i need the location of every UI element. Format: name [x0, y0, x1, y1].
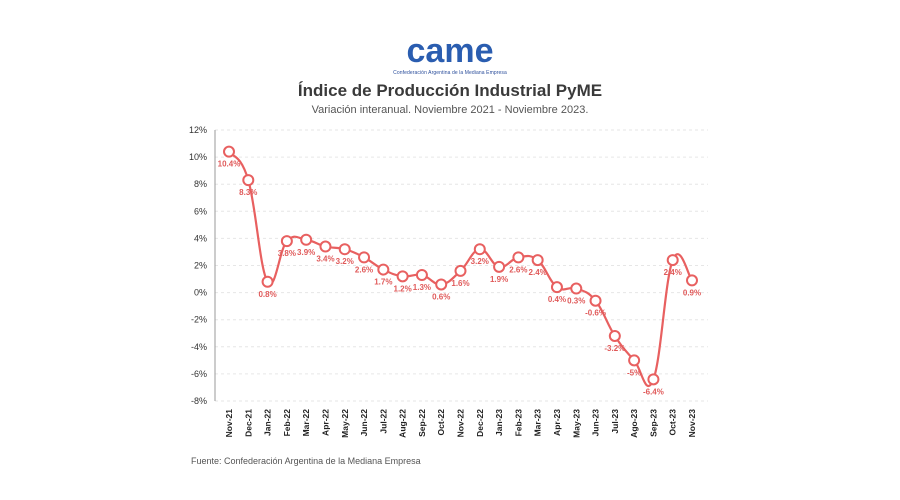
data-point [550, 281, 563, 294]
x-tick-label: Jun-22 [359, 409, 369, 437]
data-label: 0.4% [548, 295, 566, 304]
y-tick-label: -2% [191, 315, 207, 325]
y-axis: -8% -6% -4% -2% 0% 2% 4% 6% 8% 10% 12% [189, 125, 216, 406]
x-tick-label: Oct-22 [436, 409, 446, 436]
y-tick-label: 4% [194, 233, 207, 243]
x-tick-label: Jun-23 [591, 409, 601, 437]
x-tick-label: Dec-22 [475, 409, 485, 437]
data-point [261, 275, 274, 288]
x-tick-label: Feb-23 [513, 409, 523, 437]
data-point [589, 294, 602, 307]
x-tick-label: Nov-22 [456, 409, 466, 438]
x-tick-label: Jan-22 [263, 409, 273, 436]
x-tick-label: Ago-23 [629, 409, 639, 438]
data-point [358, 251, 371, 264]
y-tick-label: 6% [194, 206, 207, 216]
data-point [531, 254, 544, 267]
data-point [377, 263, 390, 276]
data-point [300, 233, 313, 246]
data-point [242, 174, 255, 187]
y-tick-label: 12% [189, 125, 207, 135]
data-point [435, 278, 448, 291]
data-label: 2.6% [509, 265, 527, 274]
x-tick-label: Nov-21 [224, 409, 234, 438]
data-label: 1.6% [451, 279, 469, 288]
data-label: -5% [627, 368, 641, 377]
x-axis: Nov-21 Dec-21 Jan-22 Feb-22 Mar-22 Apr-22 May-… [224, 409, 697, 438]
data-label: 0.9% [683, 288, 701, 297]
x-tick-label: Sep-22 [417, 409, 427, 437]
data-label: 3.9% [297, 248, 315, 257]
data-point [319, 240, 332, 253]
data-label: 0.6% [432, 292, 450, 301]
y-tick-label: -8% [191, 396, 207, 406]
data-label: 0.8% [258, 290, 276, 299]
y-tick-label: 8% [194, 179, 207, 189]
data-label: 3.4% [316, 255, 334, 264]
data-label: 3.2% [471, 257, 489, 266]
data-label: 10.4% [218, 160, 241, 169]
logo-wordmark: came [407, 32, 494, 70]
data-labels: 10.4%8.3%0.8%3.8% 3.9%3.4% 3.2%2.6%1.7%1.2… [218, 160, 701, 397]
y-tick-label: -6% [191, 369, 207, 379]
data-point [628, 354, 641, 367]
came-logo: came [407, 32, 494, 70]
data-point [473, 243, 486, 256]
source-note: Fuente: Confederación Argentina de la Me… [191, 456, 421, 466]
data-label: 8.3% [239, 188, 257, 197]
data-label: 0.3% [567, 297, 585, 306]
data-point [396, 270, 409, 283]
data-label: -0.6% [585, 309, 606, 318]
y-tick-label: -4% [191, 342, 207, 352]
x-tick-label: Aug-22 [398, 409, 408, 438]
x-tick-label: Mar-23 [533, 409, 543, 437]
data-label: 3.2% [336, 257, 354, 266]
data-point [512, 251, 525, 264]
x-tick-label: Jan-23 [494, 409, 504, 436]
data-point [686, 274, 698, 287]
data-point [454, 264, 467, 277]
y-tick-label: 2% [194, 261, 207, 271]
data-point [647, 373, 660, 386]
chart-title: Índice de Producción Industrial PyME [297, 81, 603, 100]
x-tick-label: May-23 [571, 409, 581, 438]
data-point [280, 235, 293, 248]
x-tick-label: Feb-22 [282, 409, 292, 437]
chart-subtitle: Variación interanual. Noviembre 2021 - N… [311, 104, 589, 116]
data-label: 1.3% [413, 283, 431, 292]
data-label: -6.4% [643, 387, 664, 396]
x-tick-label: Jul-23 [610, 409, 620, 434]
x-tick-label: Nov-23 [687, 409, 697, 438]
y-tick-label: 0% [194, 288, 207, 298]
data-label: 2.6% [355, 265, 373, 274]
y-tick-label: 10% [189, 152, 207, 162]
data-label: 3.8% [278, 249, 296, 258]
data-label: -3.2% [604, 344, 625, 353]
x-tick-label: May-22 [340, 409, 350, 438]
data-point [608, 329, 621, 342]
data-point [570, 282, 583, 295]
x-tick-label: Oct-23 [668, 409, 678, 436]
data-label: 1.2% [394, 284, 412, 293]
x-tick-label: Jul-22 [378, 409, 388, 434]
data-label: 1.9% [490, 275, 508, 284]
data-points [223, 145, 698, 386]
logo-caption: Confederación Argentina de la Mediana Em… [393, 70, 507, 76]
data-point [223, 145, 235, 158]
data-label: 2.4% [664, 268, 682, 277]
x-tick-label: Dec-21 [243, 409, 253, 437]
x-tick-label: Apr-23 [552, 409, 562, 436]
x-tick-label: Sep-23 [648, 409, 658, 437]
data-label: 1.7% [374, 278, 392, 287]
x-tick-label: Apr-22 [320, 409, 330, 436]
data-point [338, 243, 351, 256]
x-tick-label: Mar-22 [301, 409, 311, 437]
data-point [493, 260, 506, 273]
data-point [666, 254, 679, 267]
data-point [415, 268, 428, 281]
data-label: 2.4% [529, 268, 547, 277]
